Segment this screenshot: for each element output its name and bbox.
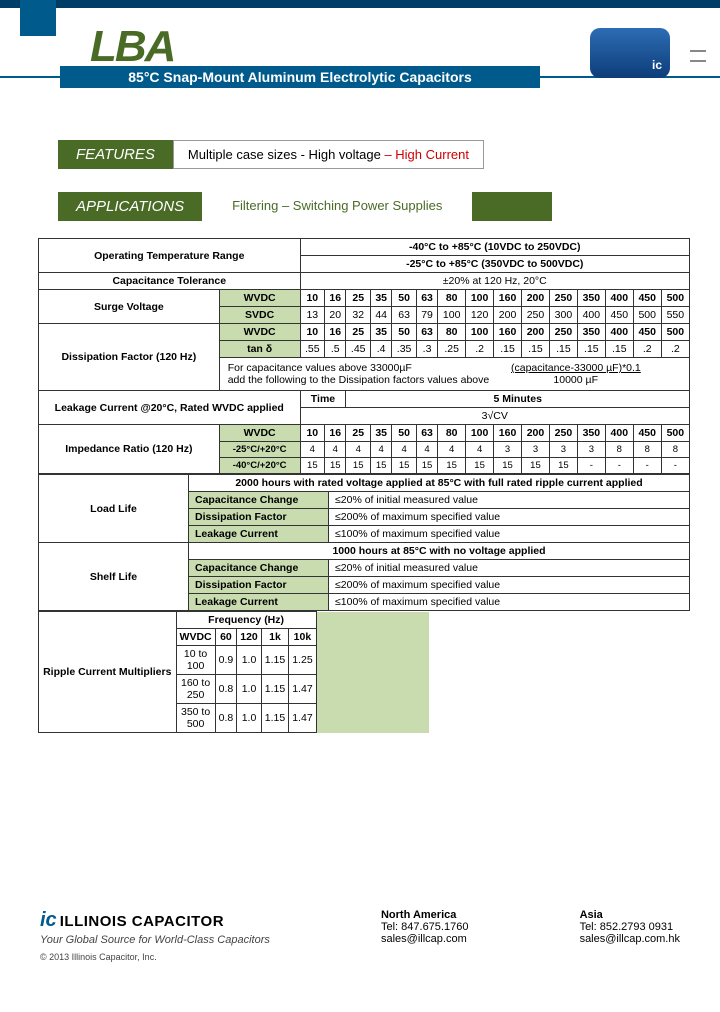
footer-logo-text: ILLINOIS CAPACITOR [60, 913, 224, 930]
capacitor-image [590, 28, 690, 88]
brand-logo: LBA [90, 22, 174, 72]
features-row: FEATURES Multiple case sizes - High volt… [58, 140, 484, 169]
footer-copyright: © 2013 Illinois Capacitor, Inc. [40, 952, 270, 962]
footer-logo-ic: ic [40, 909, 57, 931]
applications-tab: APPLICATIONS [58, 192, 202, 221]
spec-tables: Operating Temperature Range -40°C to +85… [38, 238, 690, 733]
subtitle: 85°C Snap-Mount Aluminum Electrolytic Ca… [60, 66, 540, 88]
footer-tagline: Your Global Source for World-Class Capac… [40, 934, 270, 946]
spec-table-main: Operating Temperature Range -40°C to +85… [38, 238, 690, 474]
ripple-table: Ripple Current Multipliers Frequency (Hz… [38, 611, 429, 733]
applications-text: Filtering – Switching Power Supplies [202, 192, 472, 221]
footer: ic ILLINOIS CAPACITOR Your Global Source… [40, 909, 680, 962]
applications-row: APPLICATIONS Filtering – Switching Power… [58, 192, 552, 221]
footer-asia: Asia Tel: 852.2793 0931 sales@illcap.com… [580, 909, 680, 962]
top-bar [0, 0, 720, 8]
features-text: Multiple case sizes - High voltage – Hig… [173, 140, 484, 169]
corner-square [20, 0, 56, 36]
footer-na: North America Tel: 847.675.1760 sales@il… [381, 909, 468, 962]
features-tab: FEATURES [58, 140, 173, 169]
load-life-table: Load Life 2000 hours with rated voltage … [38, 474, 690, 611]
